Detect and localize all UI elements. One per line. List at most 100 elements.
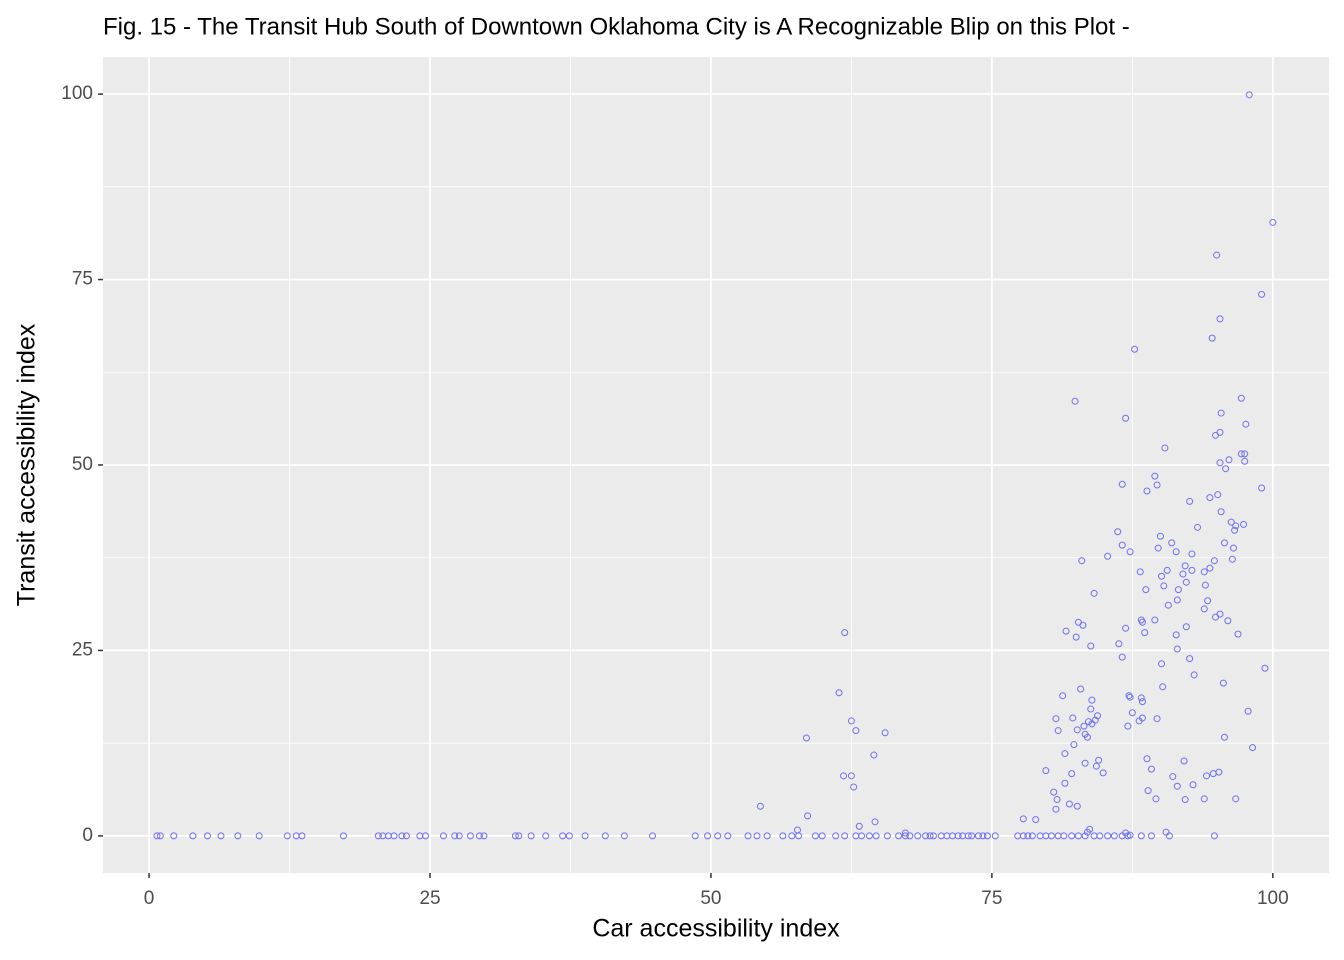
point — [1069, 714, 1077, 722]
point — [1203, 772, 1211, 780]
point — [1179, 570, 1187, 578]
point — [156, 832, 164, 840]
point — [1212, 613, 1220, 621]
point — [170, 832, 178, 840]
point — [1261, 664, 1269, 672]
point — [1137, 694, 1145, 702]
point — [1156, 532, 1164, 540]
point — [1028, 832, 1036, 840]
point — [1216, 459, 1224, 467]
point — [565, 832, 573, 840]
point — [1047, 832, 1055, 840]
point — [1079, 621, 1087, 629]
point — [1245, 91, 1253, 99]
point — [1061, 750, 1069, 758]
point — [1210, 557, 1218, 565]
point — [1186, 497, 1194, 505]
point — [1118, 541, 1126, 549]
point — [1052, 805, 1060, 813]
point — [1180, 757, 1188, 765]
point — [1142, 586, 1150, 594]
point — [1071, 397, 1079, 405]
point — [881, 729, 889, 737]
point — [1237, 394, 1245, 402]
y-axis-label: Transit accessibility index — [13, 323, 41, 606]
point — [339, 832, 347, 840]
point — [153, 832, 161, 840]
point — [1172, 631, 1180, 639]
x-tick-label: 75 — [981, 888, 1002, 909]
point — [1083, 733, 1091, 741]
point — [1114, 528, 1122, 536]
point — [1077, 685, 1085, 693]
point — [1126, 548, 1134, 556]
y-tick-label: 100 — [61, 83, 93, 104]
point — [1128, 709, 1136, 717]
point — [906, 832, 914, 840]
point — [1104, 552, 1112, 560]
point — [850, 783, 858, 791]
point — [1182, 623, 1190, 631]
point — [1088, 720, 1096, 728]
point — [1232, 795, 1240, 803]
point — [1222, 465, 1230, 473]
point — [559, 832, 567, 840]
point — [1249, 744, 1257, 752]
point — [964, 832, 972, 840]
point — [1169, 773, 1177, 781]
point — [858, 832, 866, 840]
point — [1240, 520, 1248, 528]
point — [1241, 457, 1249, 465]
point — [398, 832, 406, 840]
point — [1072, 633, 1080, 641]
point — [1065, 800, 1073, 808]
point — [1153, 715, 1161, 723]
point — [1136, 568, 1144, 576]
point — [1124, 722, 1132, 730]
point — [811, 832, 819, 840]
point — [802, 734, 810, 742]
point — [204, 832, 212, 840]
point — [753, 832, 761, 840]
point — [1188, 566, 1196, 574]
point — [1099, 769, 1107, 777]
point — [1152, 795, 1160, 803]
point — [847, 772, 855, 780]
point — [855, 822, 863, 830]
point — [1258, 290, 1266, 298]
point — [1060, 832, 1068, 840]
point — [1181, 796, 1189, 804]
point — [763, 832, 771, 840]
point — [422, 832, 430, 840]
point — [1081, 832, 1089, 840]
point — [1154, 544, 1162, 552]
point — [1143, 755, 1151, 763]
point — [1042, 767, 1050, 775]
point — [511, 832, 519, 840]
point — [1174, 586, 1182, 594]
point — [1201, 581, 1209, 589]
point — [1224, 617, 1232, 625]
point — [1019, 832, 1027, 840]
point — [390, 832, 398, 840]
point — [455, 832, 463, 840]
point — [841, 629, 849, 637]
point — [1062, 627, 1070, 635]
point — [991, 832, 999, 840]
point — [1078, 557, 1086, 565]
point — [804, 812, 812, 820]
point — [1054, 727, 1062, 735]
point — [1158, 572, 1166, 580]
point — [852, 727, 860, 735]
point — [1158, 660, 1166, 668]
point — [1080, 722, 1088, 730]
point — [922, 832, 930, 840]
point — [841, 832, 849, 840]
point — [1165, 832, 1173, 840]
point — [1088, 696, 1096, 704]
point — [649, 832, 657, 840]
point — [1214, 491, 1222, 499]
point — [1217, 409, 1225, 417]
point — [1073, 802, 1081, 810]
point — [1081, 759, 1089, 767]
